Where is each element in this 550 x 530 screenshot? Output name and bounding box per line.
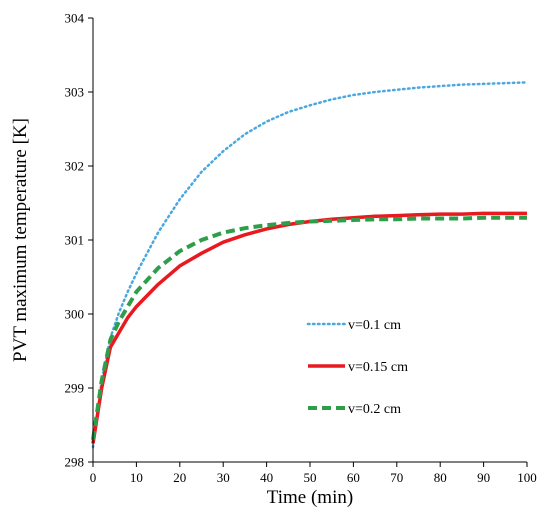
x-tick-label: 30 [217,470,230,485]
y-tick-label: 303 [65,85,85,100]
series-line-3 [91,215,527,441]
x-tick-label: 20 [173,470,186,485]
y-tick-label: 298 [65,455,85,470]
x-tick-label: 100 [517,470,537,485]
x-axis-title: Time (min) [267,487,353,508]
legend-label-2: v=0.15 cm [348,360,408,375]
x-tick-label: 70 [390,470,403,485]
y-ticks: 298 299 300 301 302 303 304 [65,11,93,470]
x-tick-label: 80 [434,470,447,485]
x-tick-label: 90 [477,470,490,485]
x-tick-label: 60 [347,470,360,485]
legend-label-1: v=0.1 cm [348,318,401,333]
series-line-2 [91,211,527,444]
y-tick-label: 304 [65,11,85,26]
y-axis-title: PVT maximum temperature [K] [10,118,31,362]
x-tick-label: 10 [130,470,143,485]
x-ticks: 0 10 20 30 40 50 60 70 80 90 100 [90,462,537,485]
series-line-1 [91,81,529,449]
x-tick-label: 50 [304,470,317,485]
y-tick-label: 301 [65,233,85,248]
y-tick-label: 300 [65,307,85,322]
legend: v=0.1 cm v=0.15 cm v=0.2 cm [306,318,408,417]
series-layer [91,81,529,449]
legend-label-3: v=0.2 cm [348,402,401,417]
y-tick-label: 299 [65,381,85,396]
x-tick-label: 40 [260,470,273,485]
x-tick-label: 0 [90,470,97,485]
y-tick-label: 302 [65,159,85,174]
